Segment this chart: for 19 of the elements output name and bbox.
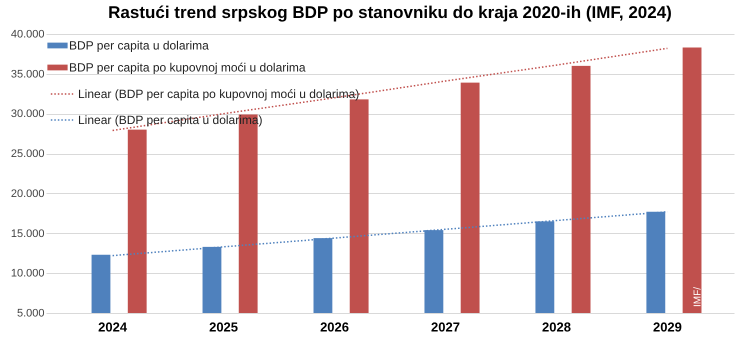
x-tick-label: 2027 — [431, 320, 460, 334]
y-tick-label: 15.000 — [10, 228, 44, 240]
y-tick-label: 40.000 — [10, 28, 44, 40]
annotation: IMF/ — [692, 286, 704, 307]
y-tick-label: 5.000 — [16, 308, 44, 320]
chart-title: Rastući trend srpskog BDP po stanovniku do kraja 2020-ih (IMF, 2024) — [108, 3, 672, 22]
legend-label: BDP per capita po kupovnoj moći u dolarima — [69, 60, 306, 74]
y-tick-label: 10.000 — [10, 268, 44, 280]
y-tick-label: 35.000 — [10, 68, 44, 80]
legend-label: Linear (BDP per capita po kupovnoj moći u dolarima) — [78, 87, 360, 101]
y-tick-label: 25.000 — [10, 148, 44, 160]
x-tick-label: 2024 — [98, 320, 128, 334]
legend-label: BDP per capita u dolarima — [69, 38, 210, 52]
x-tick-label: 2026 — [320, 320, 349, 334]
x-tick-label: 2025 — [209, 320, 238, 334]
x-tick-label: 2028 — [542, 320, 571, 334]
y-tick-label: 30.000 — [10, 108, 44, 120]
y-tick-label: 20.000 — [10, 188, 44, 200]
x-tick-label: 2029 — [652, 320, 682, 334]
